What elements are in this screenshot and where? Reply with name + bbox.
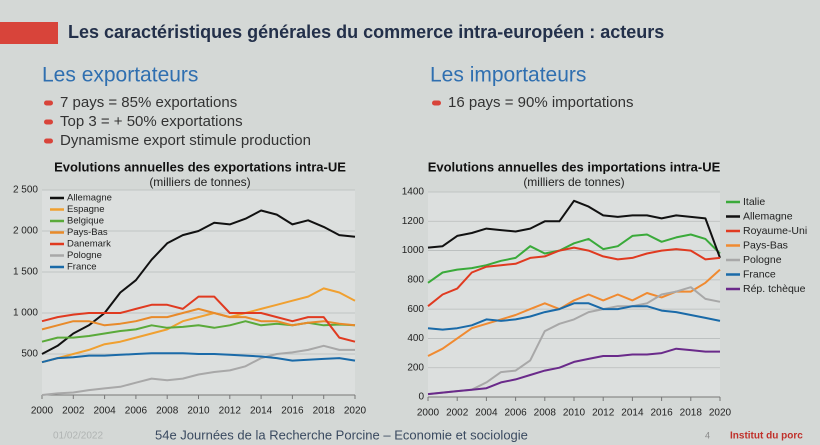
x-tick-label: 2004 [475, 408, 498, 419]
x-tick-label: 2006 [504, 408, 527, 419]
series-line [427, 286, 721, 396]
x-tick-label: 2016 [281, 406, 304, 417]
plot-area [428, 192, 720, 397]
bullet-text: Top 3 = + 50% exportations [60, 113, 243, 130]
right-heading: Les importateurs [430, 64, 586, 87]
legend-label: Royaume-Uni [743, 225, 807, 237]
x-tick-label: 2020 [709, 408, 732, 419]
bullet [44, 119, 53, 125]
left-heading: Les exportateurs [42, 64, 198, 87]
y-tick-label: 1200 [402, 216, 425, 227]
y-tick-label: 2 500 [13, 185, 38, 196]
x-tick-label: 2012 [219, 406, 242, 417]
series-line [41, 307, 356, 331]
x-tick-label: 2014 [621, 408, 644, 419]
x-tick-label: 2008 [534, 408, 557, 419]
series-line [41, 295, 356, 343]
legend-label: Pays-Bas [743, 239, 788, 251]
x-tick-label: 2000 [417, 408, 440, 419]
series-line [427, 233, 721, 284]
legend-label: Pays-Bas [67, 227, 108, 238]
legend-label: Italie [743, 196, 765, 208]
legend-label: Espagne [67, 204, 105, 215]
series-line [427, 302, 721, 331]
y-tick-label: 200 [407, 362, 424, 373]
y-tick-label: 400 [407, 333, 424, 344]
y-tick-label: 800 [407, 274, 424, 285]
x-tick-label: 2004 [93, 406, 116, 417]
series-line [41, 344, 355, 396]
legend-label: Pologne [743, 254, 782, 266]
x-tick-label: 2020 [344, 406, 367, 417]
series-line [427, 246, 721, 307]
x-tick-label: 2002 [446, 408, 469, 419]
y-tick-label: 500 [21, 349, 38, 360]
x-tick-label: 2014 [250, 406, 273, 417]
x-tick-label: 2018 [313, 406, 336, 417]
x-tick-label: 2002 [62, 406, 85, 417]
footer-date: 01/02/2022 [53, 431, 103, 442]
legend-label: Rép. tchèque [743, 283, 806, 295]
bullet-text: 16 pays = 90% importations [448, 94, 634, 111]
series-line [427, 199, 721, 259]
legend-label: Allemagne [743, 210, 793, 222]
y-tick-label: 1 500 [13, 267, 38, 278]
x-tick-label: 2008 [156, 406, 179, 417]
footer: 54e Journées de la Recherche Porcine – E… [155, 427, 528, 442]
x-tick-label: 2012 [592, 408, 615, 419]
page-number: 4 [705, 430, 710, 440]
legend-label: France [67, 262, 97, 273]
bullet-text: Dynamisme export stimule production [60, 132, 311, 149]
legend-label: Pologne [67, 250, 102, 261]
brand: Institut du porc [730, 431, 803, 442]
chart-title: Evolutions annuelles des exportations in… [54, 159, 346, 174]
bullet-text: 7 pays = 85% exportations [60, 94, 237, 111]
bullet [44, 100, 53, 106]
bullet [44, 138, 53, 144]
chart-title: Evolutions annuelles des importations in… [428, 159, 721, 174]
y-tick-label: 2 000 [13, 226, 38, 237]
legend-label: Belgique [67, 216, 104, 227]
title-bar [0, 22, 58, 44]
series-line [41, 209, 356, 355]
slide-title: Les caractéristiques générales du commer… [68, 22, 664, 42]
x-tick-label: 2018 [680, 408, 703, 419]
series-line [41, 287, 356, 364]
x-tick-label: 2006 [125, 406, 148, 417]
y-tick-label: 600 [407, 304, 424, 315]
y-tick-label: 1000 [402, 245, 425, 256]
chart-subtitle: (milliers de tonnes) [523, 175, 624, 189]
legend-label: Allemagne [67, 193, 112, 204]
y-tick-label: 1 000 [13, 308, 38, 319]
x-tick-label: 2000 [31, 406, 54, 417]
x-tick-label: 2016 [650, 408, 673, 419]
series-line [41, 352, 356, 364]
x-tick-label: 2010 [563, 408, 586, 419]
x-tick-label: 2010 [187, 406, 210, 417]
legend-label: Danemark [67, 239, 111, 250]
bullet [432, 100, 441, 106]
y-tick-label: 0 [418, 392, 424, 403]
chart-subtitle: (milliers de tonnes) [149, 175, 250, 189]
legend-label: France [743, 268, 776, 280]
series-line [427, 347, 720, 396]
y-tick-label: 1400 [402, 187, 425, 198]
